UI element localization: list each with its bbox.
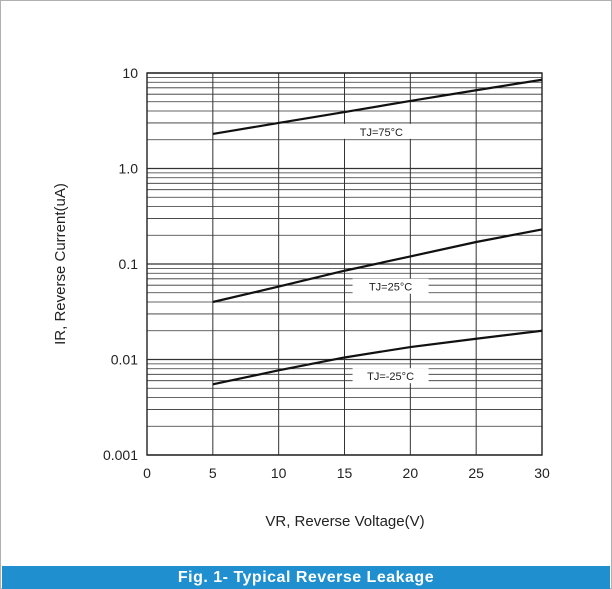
series-label: TJ=25°C <box>369 282 412 294</box>
y-tick-label: 0.001 <box>103 447 138 463</box>
series-label-bg <box>352 368 429 384</box>
y-tick-label: 10 <box>122 65 138 81</box>
grid <box>146 72 543 456</box>
x-axis-title: VR, Reverse Voltage(V) <box>265 513 424 530</box>
x-tick-label: 25 <box>468 465 484 481</box>
series-label-bg <box>352 278 429 294</box>
y-axis-title: IR, Reverse Current(uA) <box>52 183 69 345</box>
series-label: TJ=75°C <box>360 127 403 139</box>
x-tick-label: 0 <box>143 465 151 481</box>
y-tick-label: 0.01 <box>111 352 138 368</box>
x-tick-label: 10 <box>271 465 287 481</box>
x-tick-label: 5 <box>209 465 217 481</box>
series-line <box>212 228 543 304</box>
tick-labels: 0 5 10 15 20 25 30 0.001 0.01 0.1 1.0 10 <box>103 65 550 481</box>
curves <box>212 78 543 386</box>
plot-frame <box>146 72 543 456</box>
series-label: TJ=-25°C <box>367 371 414 383</box>
x-tick-label: 15 <box>337 465 353 481</box>
series-line <box>212 329 543 386</box>
y-tick-label: 1.0 <box>119 161 139 177</box>
x-tick-label: 20 <box>403 465 419 481</box>
curve-labels: TJ=75°C TJ=25°C TJ=-25°C <box>343 123 429 384</box>
figure-caption: Fig. 1- Typical Reverse Leakage <box>2 566 610 589</box>
y-tick-label: 0.1 <box>119 256 139 272</box>
series-line <box>212 78 543 136</box>
series-label-bg <box>343 123 420 139</box>
x-tick-label: 30 <box>534 465 550 481</box>
